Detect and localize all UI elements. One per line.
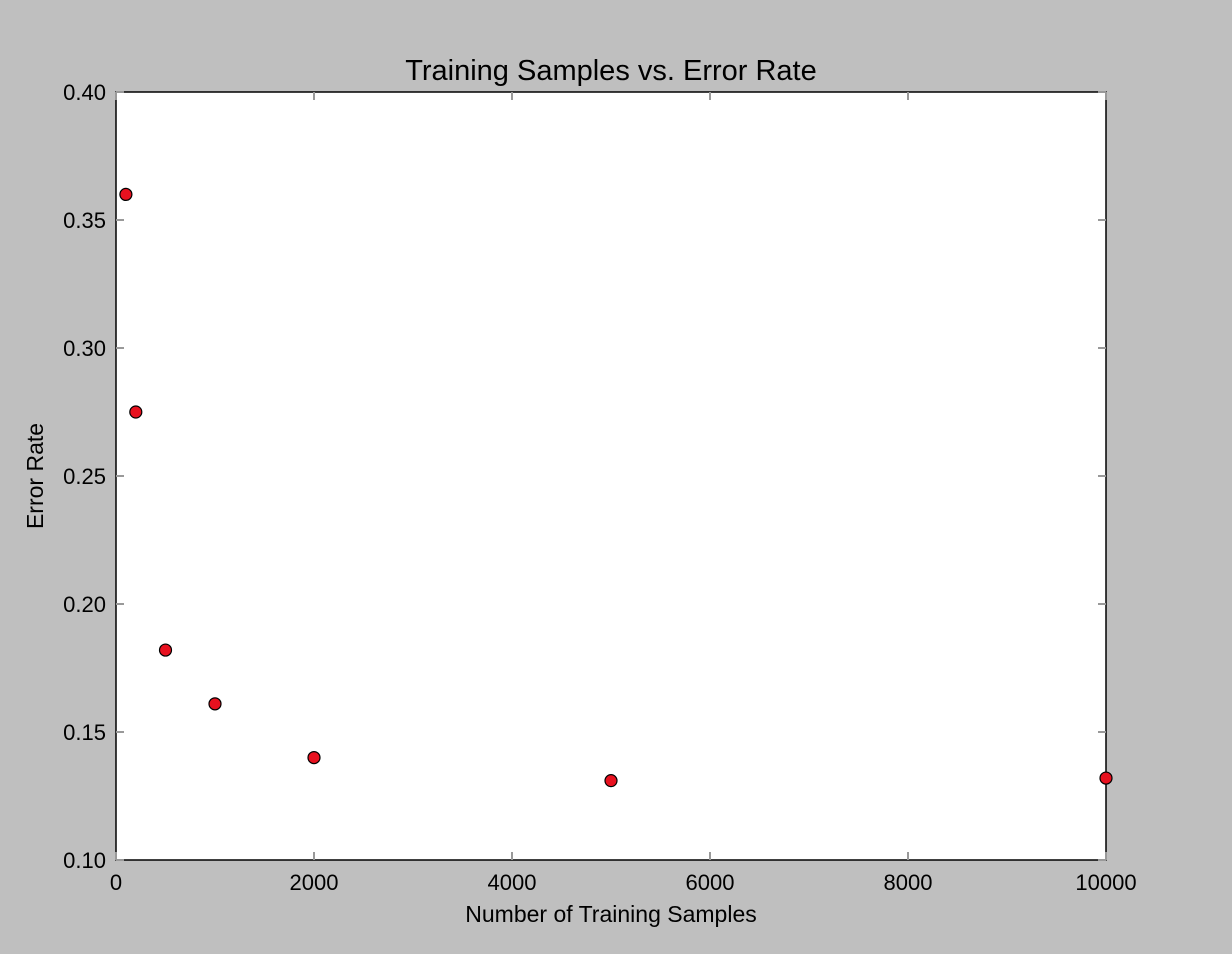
y-tick-label: 0.35 xyxy=(63,208,106,233)
y-tick-label: 0.30 xyxy=(63,336,106,361)
x-tick-label: 6000 xyxy=(686,870,735,895)
x-axis-ticks: 0 2000 4000 6000 8000 10000 xyxy=(110,92,1137,895)
y-tick-label: 0.20 xyxy=(63,592,106,617)
data-point xyxy=(1099,771,1113,785)
x-tick-label: 2000 xyxy=(290,870,339,895)
data-point xyxy=(129,405,143,419)
y-axis-ticks: 0.10 0.15 0.20 0.25 0.30 0.35 0.40 xyxy=(63,80,1106,873)
y-tick-label: 0.25 xyxy=(63,464,106,489)
data-point xyxy=(307,750,321,765)
y-tick-label: 0.15 xyxy=(63,720,106,745)
data-point xyxy=(158,643,173,657)
x-tick-label: 10000 xyxy=(1075,870,1136,895)
x-tick-label: 4000 xyxy=(488,870,537,895)
x-tick-label: 8000 xyxy=(884,870,933,895)
y-tick-label: 0.10 xyxy=(63,848,106,873)
data-points xyxy=(119,187,1113,788)
data-point xyxy=(119,187,133,201)
plot-area xyxy=(115,91,1107,861)
x-axis-title: Number of Training Samples xyxy=(465,901,756,927)
y-tick-label: 0.40 xyxy=(63,80,106,105)
data-point xyxy=(208,697,222,711)
y-axis-title: Error Rate xyxy=(22,423,48,529)
data-point xyxy=(604,774,618,788)
chart-title: Training Samples vs. Error Rate xyxy=(405,55,817,87)
x-tick-label: 0 xyxy=(110,870,122,895)
